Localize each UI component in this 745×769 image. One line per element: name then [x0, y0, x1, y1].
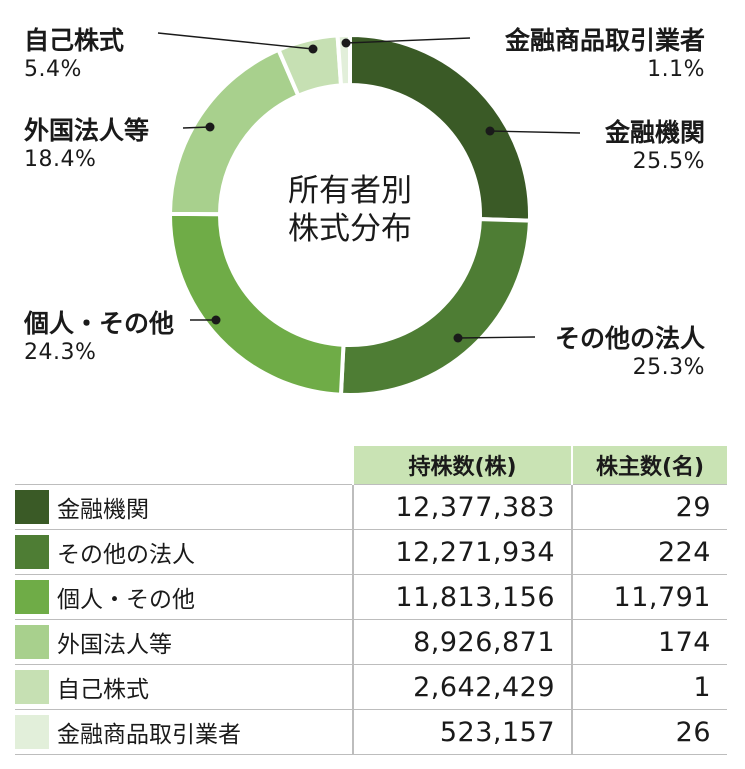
leader-dot: [453, 333, 463, 343]
table-row: 自己株式 2,642,429 1: [15, 664, 727, 710]
category-cell: 金融機関: [15, 484, 353, 530]
color-swatch: [15, 535, 49, 569]
leader-dot: [308, 44, 318, 54]
shares-cell: 11,813,156: [352, 574, 572, 620]
category-name: 金融商品取引業者: [57, 722, 241, 748]
leader-line: [489, 130, 581, 134]
slice-name: その他の法人: [554, 324, 705, 353]
color-swatch: [15, 670, 49, 704]
slice-percent: 18.4%: [24, 147, 97, 172]
table-row: 金融機関 12,377,383 29: [15, 484, 727, 530]
slice-percent: 1.1%: [647, 57, 705, 82]
slice-name: 外国法人等: [24, 116, 150, 145]
holders-cell: 26: [571, 709, 727, 755]
table-header-blank: [15, 446, 353, 485]
slice-name: 個人・その他: [24, 309, 175, 338]
table-header-holders: 株主数(名): [571, 446, 727, 485]
slice-percent: 24.3%: [24, 340, 97, 365]
slice-label-shoken: 金融商品取引業者 1.1%: [505, 28, 705, 81]
category-cell: 金融商品取引業者: [15, 709, 353, 755]
table-header-row: 持株数(株) 株主数(名): [15, 446, 727, 485]
leader-dot: [205, 122, 215, 132]
chart-title-line: 株式分布: [288, 211, 412, 247]
leader-dot: [211, 315, 221, 325]
category-name: その他の法人: [57, 542, 195, 568]
category-cell: 個人・その他: [15, 574, 353, 620]
category-name: 個人・その他: [57, 587, 195, 613]
slice-name: 金融商品取引業者: [504, 26, 705, 55]
shares-cell: 2,642,429: [352, 664, 572, 710]
holders-cell: 174: [571, 619, 727, 665]
holders-cell: 224: [571, 529, 727, 575]
table-row: その他の法人 12,271,934 224: [15, 529, 727, 575]
leader-line: [157, 32, 314, 50]
category-name: 自己株式: [57, 677, 149, 703]
chart-title: 所有者別 株式分布: [260, 172, 440, 248]
color-swatch: [15, 715, 49, 749]
category-name: 外国法人等: [57, 632, 172, 658]
leader-dot: [341, 38, 351, 48]
holders-cell: 11,791: [571, 574, 727, 620]
slice-label-sonota-hojin: その他の法人 25.3%: [555, 326, 705, 379]
shares-cell: 12,377,383: [352, 484, 572, 530]
color-swatch: [15, 490, 49, 524]
table-header-shares: 持株数(株): [352, 446, 572, 485]
slice-name: 金融機関: [604, 118, 705, 147]
category-cell: その他の法人: [15, 529, 353, 575]
slice-label-kojin: 個人・その他 24.3%: [24, 311, 174, 364]
shares-cell: 8,926,871: [352, 619, 572, 665]
leader-dot: [485, 126, 495, 136]
category-cell: 外国法人等: [15, 619, 353, 665]
color-swatch: [15, 625, 49, 659]
slice-percent: 25.3%: [632, 355, 705, 380]
chart-title-line: 所有者別: [288, 173, 412, 209]
slice-name: 自己株式: [24, 26, 125, 55]
table-row: 外国法人等 8,926,871 174: [15, 619, 727, 665]
leader-line: [182, 126, 211, 129]
slice-label-kinyu: 金融機関 25.5%: [605, 120, 705, 173]
holders-cell: 29: [571, 484, 727, 530]
holders-cell: 1: [571, 664, 727, 710]
slice-label-jiko: 自己株式 5.4%: [24, 28, 124, 81]
leader-line: [345, 37, 471, 44]
table-row: 個人・その他 11,813,156 11,791: [15, 574, 727, 620]
slice-label-gaikoku: 外国法人等 18.4%: [24, 118, 149, 171]
shares-cell: 523,157: [352, 709, 572, 755]
category-cell: 自己株式: [15, 664, 353, 710]
category-name: 金融機関: [57, 497, 149, 523]
slice-percent: 25.5%: [632, 149, 705, 174]
color-swatch: [15, 580, 49, 614]
leader-line: [457, 336, 536, 339]
donut-slice: [335, 32, 352, 88]
table-row: 金融商品取引業者 523,157 26: [15, 709, 727, 755]
ownership-table: 持株数(株) 株主数(名) 金融機関 12,377,383 29 その他の法人 …: [15, 446, 727, 755]
ownership-donut-chart: [157, 32, 581, 397]
slice-percent: 5.4%: [24, 57, 82, 82]
shares-cell: 12,271,934: [352, 529, 572, 575]
